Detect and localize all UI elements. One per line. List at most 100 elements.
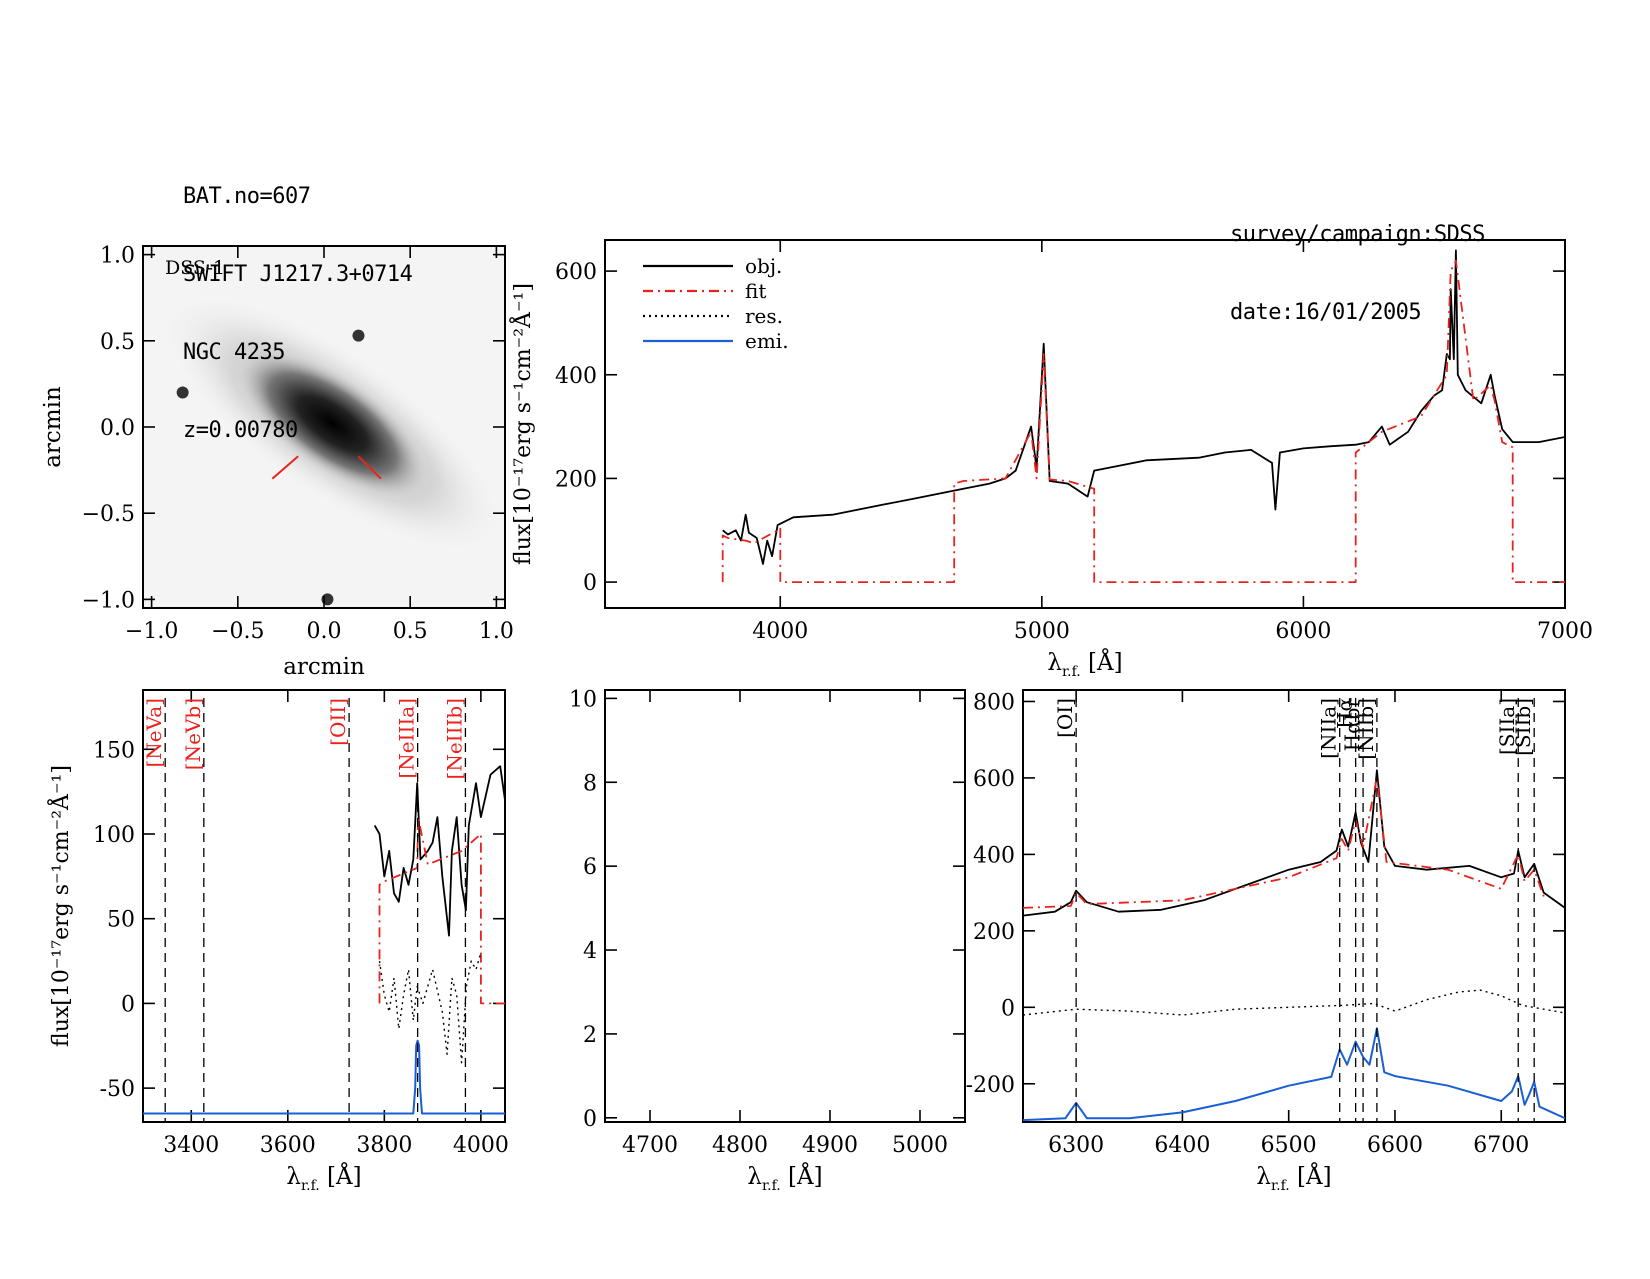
zoom1-ytick-label: -50 [100,1077,135,1102]
zoom1-marker-label: [NeVb] [181,698,205,770]
zoom1-ytick-label: 150 [93,738,135,763]
zoom1-series-obj [373,765,505,937]
zoom2-xtick-label: 4700 [622,1133,678,1158]
zoom2-ytick-label: 2 [583,1023,597,1048]
zoom2-ytick-label: 10 [569,687,597,712]
zoom3-marker-label: [OI] [1053,698,1077,738]
zoom1-series-fit [378,816,505,1005]
zoom3-xlabel: λr.f. [Å] [1256,1162,1331,1194]
zoom1-frame [142,689,506,1123]
zoom1-ytick-label: 50 [107,908,135,933]
swift-name: SWIFT J1217.3+0714 [183,262,413,287]
zoom1-marker-label: [NeIIIb] [442,698,466,779]
dss-image [143,246,505,608]
zoom2-xtick-label: 5000 [892,1133,948,1158]
observation-date: date:16/01/2005 [1230,300,1422,325]
full-frame [604,239,1566,609]
image-ytick-label: 0.0 [100,416,135,441]
image-xtick-label: 0.0 [307,619,342,644]
zoom2-xtick-label: 4900 [802,1133,858,1158]
zoom2-ytick-label: 0 [583,1107,597,1132]
zoom1-xtick-label: 3400 [163,1133,219,1158]
full-xtick-label: 7000 [1537,619,1593,644]
source-info: BAT.no=607 SWIFT J1217.3+0714 NGC 4235 z… [183,132,413,496]
legend-label-fit: fit [745,279,766,303]
zoom2-ytick-label: 6 [583,855,597,880]
star [176,386,189,399]
zoom1-ylabel: flux[10⁻¹⁷erg s⁻¹cm⁻²Å⁻¹] [46,765,74,1047]
slit-mark [357,455,382,480]
zoom3-xtick-label: 6700 [1473,1133,1529,1158]
zoom1-series-emi [143,1039,505,1115]
full-series-fit [721,259,1565,583]
zoom3-marker-label: Hα [1333,698,1357,729]
image-xtick-label: 1.0 [479,619,514,644]
zoom3-ytick-label: 200 [973,920,1015,945]
full-ytick-label: 200 [555,467,597,492]
zoom2-frame [604,689,966,1123]
zoom2-ytick-label: 4 [583,939,597,964]
zoom3-xtick-label: 6500 [1261,1133,1317,1158]
zoom3-ytick-label: 600 [973,767,1015,792]
full-ytick-label: 400 [555,364,597,389]
zoom1-marker-label: [NeIIIa] [395,698,419,779]
zoom3-series-fit [1023,777,1545,909]
zoom3-xtick-label: 6300 [1048,1133,1104,1158]
zoom3-ytick-label: 0 [1001,996,1015,1021]
zoom1-ytick-label: 0 [121,992,135,1017]
full-series-obj [722,249,1565,565]
zoom1-xtick-label: 3600 [260,1133,316,1158]
image-xlabel: arcmin [283,654,365,680]
full-xlabel: λr.f. [Å] [1047,648,1122,680]
full-ylabel: flux[10⁻¹⁷erg s⁻¹cm⁻²Å⁻¹] [508,283,536,565]
zoom1-marker-label: [OII] [326,698,350,746]
zoom3-marker-label: [SIIa] [1495,698,1519,755]
image-ytick-label: −0.5 [82,502,135,527]
zoom3-frame [1022,689,1566,1123]
image-ytick-label: 0.5 [100,330,135,355]
zoom3-series-obj [1023,769,1565,917]
zoom1-xtick-label: 4000 [453,1133,509,1158]
zoom2-xlabel: λr.f. [Å] [747,1162,822,1194]
zoom3-xtick-label: 6400 [1154,1133,1210,1158]
image-ytick-label: 1.0 [100,244,135,269]
image-xtick-label: −0.5 [211,619,264,644]
zoom2-ytick-label: 8 [583,771,597,796]
zoom3-series-emi [1023,1027,1565,1122]
galaxy-name: NGC 4235 [183,340,285,365]
zoom1-ytick-label: 100 [93,823,135,848]
legend-label-res: res. [745,304,783,328]
observation-info: survey/campaign:SDSS date:16/01/2005 [1230,170,1485,378]
redshift: z=0.00780 [183,418,298,443]
full-xtick-label: 6000 [1275,619,1331,644]
zoom3-marker-label: [NIIa] [1317,698,1341,759]
zoom3-marker-label: Hαbr [1340,698,1364,752]
zoom3-marker-label: [SIIb] [1511,698,1535,756]
bat-number: BAT.no=607 [183,184,311,209]
zoom3-ytick-label: 800 [973,690,1015,715]
zoom1-xlabel: λr.f. [Å] [286,1162,361,1194]
full-ytick-label: 600 [555,260,597,285]
star [352,329,365,342]
zoom3-xtick-label: 6600 [1367,1133,1423,1158]
image-ylabel: arcmin [40,386,66,468]
image-xtick-label: 0.5 [393,619,428,644]
survey-campaign: survey/campaign:SDSS [1230,222,1485,247]
zoom1-marker-label: [NeVa] [142,698,166,767]
slit-mark [271,455,299,480]
legend-label-obj: obj. [745,254,782,278]
full-ytick-label: 0 [583,571,597,596]
zoom3-ytick-label: 400 [973,843,1015,868]
legend-label-emi: emi. [745,329,789,353]
zoom3-ytick-label: -200 [966,1073,1015,1098]
zoom2-xtick-label: 4800 [712,1133,768,1158]
galaxy [234,346,431,501]
full-xtick-label: 5000 [1014,619,1070,644]
zoom1-xtick-label: 3800 [356,1133,412,1158]
zoom3-marker-label: [NIIb] [1354,698,1378,760]
image-label: DSS-1 [165,257,225,279]
image-ytick-label: −1.0 [82,588,135,613]
zoom3-series-res [1023,989,1565,1016]
